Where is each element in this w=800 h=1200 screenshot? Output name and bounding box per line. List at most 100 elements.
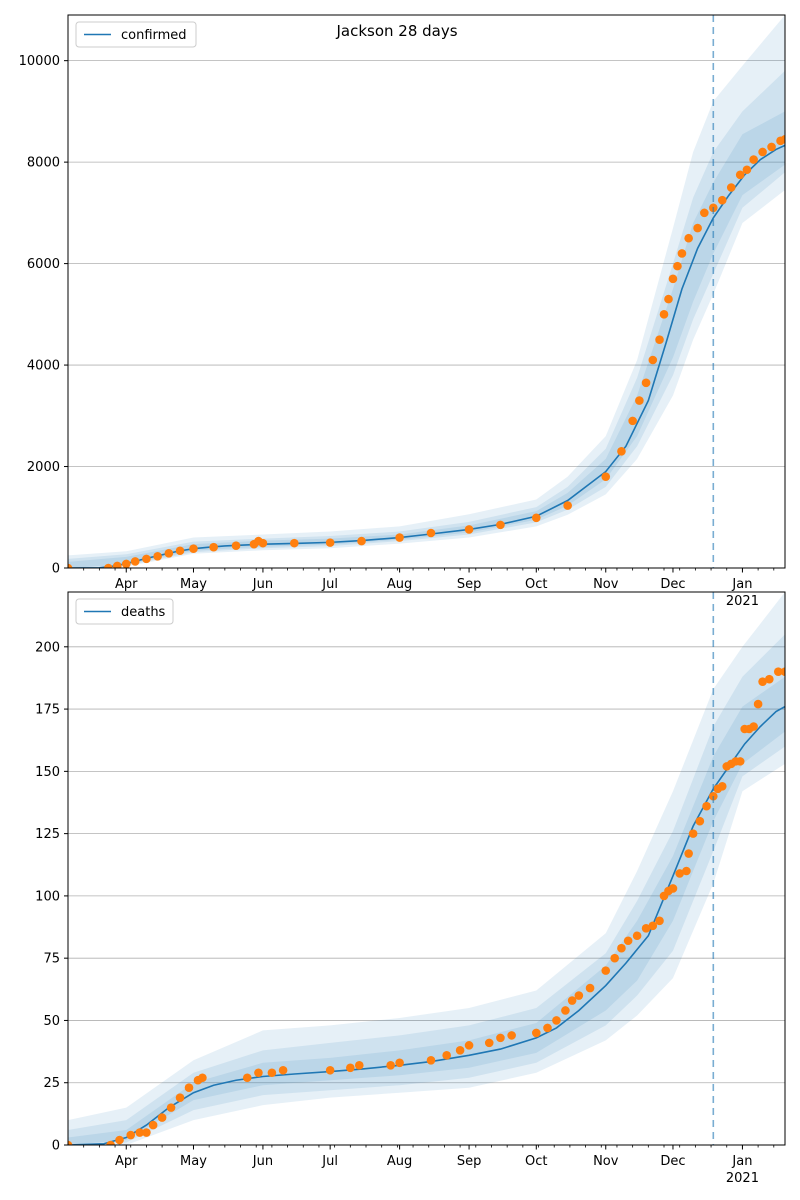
- observed-point: [693, 223, 702, 233]
- confidence-band: [68, 676, 785, 1145]
- observed-point: [726, 183, 736, 192]
- x-tick-sublabel: 2021: [726, 1171, 759, 1186]
- y-tick-label: 100: [35, 889, 60, 904]
- observed-point: [610, 953, 620, 963]
- plot-area: [68, 592, 785, 1145]
- x-tick-label: Nov: [593, 1154, 619, 1169]
- legend-label: confirmed: [121, 28, 187, 43]
- x-tick-label: Jun: [252, 577, 273, 592]
- observed-point: [142, 1128, 151, 1137]
- observed-point: [617, 447, 626, 456]
- observed-point: [700, 208, 709, 218]
- observed-point: [104, 563, 113, 568]
- observed-point: [290, 538, 299, 548]
- observed-point: [767, 142, 776, 152]
- observed-point: [254, 1068, 263, 1078]
- x-tick-label: Apr: [115, 1154, 138, 1169]
- y-tick-label: 0: [52, 1139, 60, 1154]
- observed-point: [635, 396, 644, 405]
- observed-point: [531, 1028, 541, 1038]
- observed-point: [346, 1063, 355, 1073]
- x-tick-label: Dec: [660, 577, 685, 592]
- observed-point: [198, 1073, 207, 1083]
- observed-point: [153, 552, 162, 561]
- observed-point: [574, 991, 584, 1000]
- observed-point: [484, 1038, 494, 1048]
- observed-point: [164, 548, 174, 558]
- confidence-band: [68, 634, 785, 1145]
- x-tick-label: Aug: [387, 1154, 412, 1169]
- observed-point: [325, 538, 335, 547]
- y-tick-label: 175: [35, 703, 60, 718]
- x-tick-label: May: [180, 1154, 207, 1169]
- legend-box: [75, 598, 174, 625]
- observed-point: [455, 1046, 465, 1055]
- x-tick-label: Sep: [457, 577, 482, 592]
- observed-point: [142, 554, 151, 564]
- x-tick-label: Jul: [321, 1154, 338, 1169]
- x-tick-label: Aug: [387, 577, 412, 592]
- confidence-band: [68, 592, 785, 1145]
- observed-point: [601, 472, 611, 481]
- observed-point: [126, 1130, 136, 1140]
- observed-point: [386, 1060, 395, 1070]
- observed-point: [357, 536, 366, 546]
- observed-point: [648, 355, 658, 365]
- y-tick-label: 200: [35, 640, 60, 655]
- observed-point: [659, 310, 669, 319]
- x-tick-label: Oct: [525, 577, 547, 592]
- observed-point: [148, 1120, 158, 1130]
- observed-point: [531, 513, 541, 523]
- observed-point: [742, 165, 752, 175]
- observed-point: [773, 667, 783, 677]
- observed-point: [655, 916, 664, 926]
- observed-point: [702, 801, 711, 811]
- observed-point: [617, 943, 626, 953]
- x-tick-label: Nov: [593, 577, 619, 592]
- x-tick-label: Jan: [731, 1154, 752, 1169]
- observed-point: [758, 147, 767, 157]
- x-tick-label: Jul: [321, 577, 338, 592]
- confidence-band: [68, 111, 785, 568]
- axes-frame: [67, 14, 786, 569]
- y-tick-label: 25: [43, 1076, 60, 1091]
- observed-point: [780, 667, 785, 677]
- observed-point: [231, 541, 241, 550]
- y-tick-label: 2000: [27, 460, 60, 475]
- observed-point: [464, 1041, 474, 1050]
- axes-frame: [67, 591, 786, 1146]
- observed-point: [601, 966, 611, 975]
- observed-point: [543, 1023, 552, 1033]
- observed-point: [68, 1140, 73, 1145]
- observed-point: [121, 559, 131, 568]
- x-tick-label: Sep: [457, 1154, 482, 1169]
- figure-title: Jackson 28 days: [335, 22, 457, 40]
- observed-point: [130, 557, 140, 566]
- legend: deaths: [75, 598, 174, 625]
- observed-point: [135, 1128, 144, 1137]
- observed-point: [641, 378, 651, 388]
- observed-point: [496, 1033, 505, 1043]
- observed-point: [677, 249, 687, 258]
- observed-point: [106, 1140, 115, 1145]
- observed-point: [175, 1093, 185, 1102]
- observed-point: [675, 869, 684, 878]
- x-tick-label: Dec: [660, 1154, 685, 1169]
- legend: confirmed: [75, 21, 197, 48]
- legend-box: [75, 21, 197, 48]
- x-tick-label: May: [180, 577, 207, 592]
- observed-point: [628, 416, 637, 426]
- observed-point: [648, 921, 658, 931]
- observed-point: [563, 501, 572, 510]
- observed-point: [758, 677, 767, 686]
- observed-point: [496, 520, 505, 530]
- observed-point: [684, 849, 693, 858]
- observed-point: [567, 996, 577, 1005]
- observed-point: [175, 546, 185, 556]
- observed-point: [426, 1056, 436, 1065]
- observed-point: [258, 538, 268, 548]
- observed-point: [632, 931, 642, 941]
- observed-point: [765, 674, 774, 684]
- observed-point: [585, 983, 595, 993]
